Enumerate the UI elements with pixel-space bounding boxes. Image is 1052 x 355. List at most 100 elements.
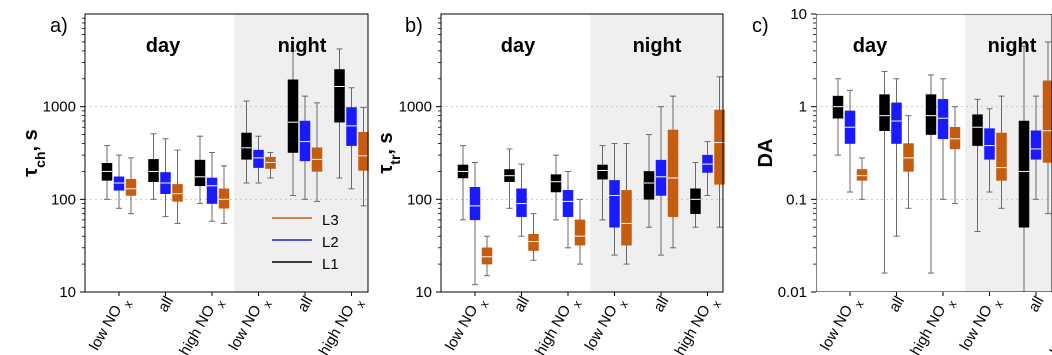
y-tick-label: 100 bbox=[407, 191, 432, 208]
box-iqr bbox=[879, 94, 890, 131]
box-iqr bbox=[113, 176, 125, 191]
legend: L3 L2 L1 bbox=[272, 212, 339, 273]
gridlines bbox=[816, 106, 1052, 200]
box-l1 bbox=[643, 134, 655, 228]
box-l1 bbox=[504, 148, 515, 209]
period-label-night: night bbox=[633, 35, 682, 57]
box-iqr bbox=[172, 184, 183, 202]
box-l1 bbox=[832, 78, 844, 156]
box-l1 bbox=[457, 145, 469, 221]
box-l2 bbox=[984, 108, 995, 193]
period-label-day: day bbox=[853, 35, 888, 57]
box-l1 bbox=[241, 100, 252, 184]
box-l2 bbox=[1030, 95, 1042, 200]
box-iqr bbox=[299, 120, 311, 162]
period-label-day: day bbox=[501, 35, 536, 57]
box-iqr bbox=[949, 126, 961, 150]
legend-label-l1: L1 bbox=[322, 256, 339, 273]
y-axis-label: τch, s bbox=[20, 129, 48, 177]
box-l3 bbox=[903, 115, 914, 209]
box-iqr bbox=[528, 233, 539, 251]
box-l1 bbox=[879, 70, 890, 274]
plot-frame bbox=[440, 13, 724, 293]
y-tick-label: 1000 bbox=[43, 99, 76, 116]
x-tick-label: all bbox=[886, 294, 908, 316]
x-tick-label: all bbox=[650, 294, 672, 316]
box-iqr bbox=[218, 188, 230, 209]
box-l2 bbox=[113, 154, 125, 209]
y-axis-label: DA bbox=[755, 139, 777, 168]
boxes bbox=[457, 76, 725, 286]
y-axis-label-sub: ch bbox=[32, 151, 48, 167]
box-iqr bbox=[194, 159, 206, 187]
box-l2 bbox=[891, 78, 902, 237]
box-iqr bbox=[148, 159, 159, 182]
box-iqr bbox=[125, 178, 137, 196]
box-l2 bbox=[469, 161, 481, 286]
box-l2 bbox=[702, 141, 713, 196]
box-iqr bbox=[655, 159, 667, 196]
y-axis-label: τtr, s bbox=[375, 132, 403, 173]
box-iqr bbox=[925, 94, 937, 135]
box-l2 bbox=[516, 163, 527, 237]
panel-label: a) bbox=[50, 15, 68, 37]
y-tick-label: 0.01 bbox=[778, 284, 807, 301]
y-axis-label-sub: tr bbox=[387, 154, 403, 165]
period-label-night: night bbox=[278, 35, 327, 57]
box-iqr bbox=[609, 180, 620, 228]
box-l1 bbox=[334, 48, 345, 179]
box-l1 bbox=[690, 161, 701, 228]
x-tick-label: low NO x bbox=[957, 294, 1007, 355]
y-tick-label: 10 bbox=[59, 284, 76, 301]
box-iqr bbox=[1042, 80, 1052, 163]
y-axis-label-main: τ bbox=[375, 165, 397, 174]
box-l3 bbox=[949, 106, 961, 205]
box-l3 bbox=[172, 149, 183, 224]
box-iqr bbox=[516, 188, 527, 217]
box-iqr bbox=[346, 107, 357, 146]
y-ticks: 10 100 1000 bbox=[43, 17, 85, 301]
box-iqr bbox=[984, 128, 995, 160]
box-l1 bbox=[1018, 45, 1030, 292]
box-l2 bbox=[609, 143, 620, 256]
x-tick-label: all bbox=[511, 294, 533, 316]
x-tick-label: all bbox=[1025, 294, 1047, 316]
box-iqr bbox=[206, 177, 218, 204]
box-iqr bbox=[937, 99, 949, 140]
box-iqr bbox=[253, 149, 264, 168]
period-label-night: night bbox=[988, 35, 1037, 57]
box-iqr bbox=[469, 187, 481, 221]
y-tick-label: 10 bbox=[790, 6, 807, 23]
box-l3 bbox=[481, 235, 493, 277]
y-tick-label: 100 bbox=[51, 191, 76, 208]
box-l2 bbox=[844, 89, 856, 193]
box-l3 bbox=[311, 102, 323, 202]
panel-label: c) bbox=[752, 15, 769, 37]
box-l1 bbox=[972, 98, 983, 232]
box-iqr bbox=[597, 164, 608, 180]
box-iqr bbox=[1018, 120, 1030, 228]
y-tick-label: 10 bbox=[415, 284, 432, 301]
box-iqr bbox=[287, 79, 299, 153]
box-iqr bbox=[358, 131, 369, 171]
box-l2 bbox=[655, 106, 667, 256]
box-l1 bbox=[287, 50, 299, 196]
box-iqr bbox=[481, 247, 493, 265]
box-iqr bbox=[1030, 130, 1042, 160]
box-l3 bbox=[856, 157, 868, 200]
x-tick-label: all bbox=[155, 294, 177, 316]
box-l2 bbox=[937, 78, 949, 200]
box-l3 bbox=[125, 157, 137, 215]
box-iqr bbox=[690, 188, 701, 214]
x-tick-label: high NO x bbox=[672, 294, 725, 355]
box-l2 bbox=[206, 152, 218, 222]
boxes bbox=[101, 48, 369, 224]
box-l1 bbox=[925, 74, 937, 274]
y-tick-label: 1 bbox=[799, 99, 807, 116]
y-ticks: 0.01 0.1 1 10 bbox=[778, 6, 816, 301]
box-l3 bbox=[528, 213, 539, 261]
x-tick-label: low NO x bbox=[86, 294, 136, 355]
y-axis-label-unit: , s bbox=[375, 132, 397, 154]
